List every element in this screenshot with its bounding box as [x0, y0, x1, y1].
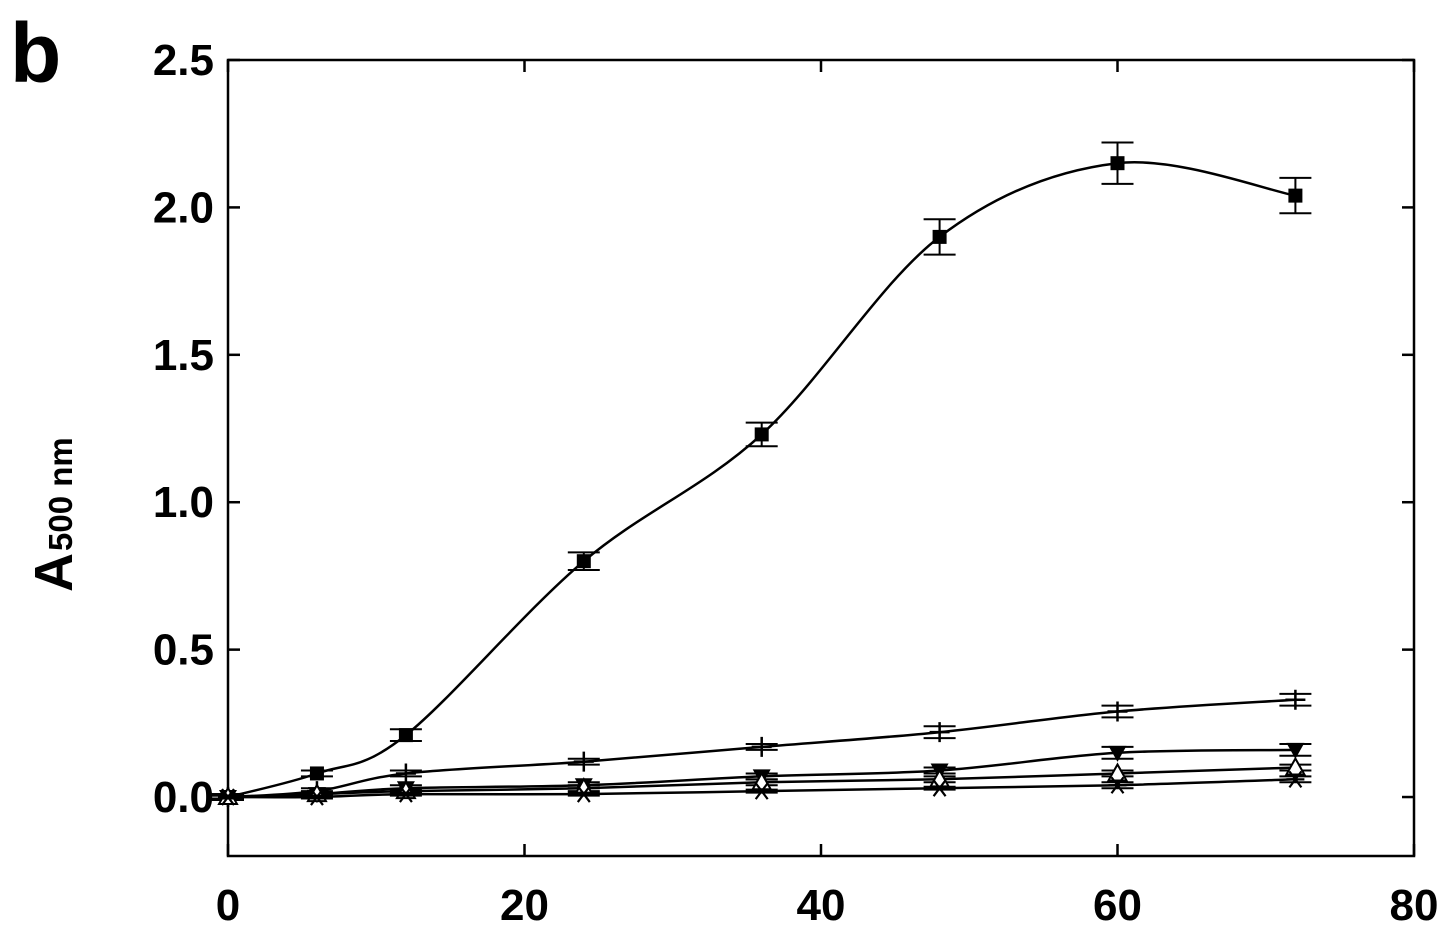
series-line	[227, 161, 1296, 799]
data-point	[396, 785, 415, 803]
series-layer	[212, 141, 1312, 808]
data-point	[751, 736, 772, 757]
series-open-up-triangle	[212, 756, 1312, 806]
data-point	[309, 766, 324, 781]
svg-text:A500 nm: A500 nm	[24, 437, 84, 592]
data-point	[930, 779, 949, 797]
x-tick-label: 40	[797, 881, 846, 930]
data-point	[1284, 756, 1307, 776]
x-tick-label: 60	[1093, 881, 1142, 930]
axis-ticks: 0 20 40 60 80 0.0 0.5 1.0 1.5 2.0 2.5	[153, 36, 1439, 930]
data-point	[929, 722, 950, 743]
data-point	[574, 785, 593, 803]
data-point	[1108, 745, 1127, 762]
data-point	[1106, 762, 1129, 782]
y-axis-label-subscript: 500 nm	[42, 437, 79, 551]
data-point	[576, 554, 591, 569]
data-point	[219, 788, 237, 806]
y-tick-label: 2.5	[153, 36, 214, 85]
data-point	[932, 229, 947, 244]
y-tick-label: 0.5	[153, 626, 214, 675]
y-tick-label: 1.5	[153, 331, 214, 380]
data-point	[1286, 770, 1305, 789]
data-point	[573, 751, 594, 772]
y-axis-title: A500 nm	[24, 437, 84, 592]
data-point	[307, 788, 326, 806]
y-tick-label: 1.0	[153, 478, 214, 527]
data-point	[1285, 689, 1306, 710]
data-point	[754, 427, 769, 442]
x-tick-label: 80	[1390, 881, 1439, 930]
series-filled-square	[212, 141, 1312, 805]
panel-label: b	[10, 6, 61, 100]
data-point	[752, 782, 771, 800]
y-tick-label: 0.0	[153, 773, 214, 822]
x-tick-label: 0	[216, 881, 240, 930]
data-point	[1110, 156, 1125, 171]
x-tick-label: 20	[500, 881, 549, 930]
data-point	[398, 728, 413, 743]
data-point	[1107, 701, 1128, 722]
data-point	[1288, 188, 1303, 203]
y-tick-label: 2.0	[153, 183, 214, 232]
y-axis-label: A	[24, 553, 84, 592]
data-point	[1108, 776, 1127, 794]
data-point	[1286, 742, 1305, 759]
series-asterisk	[212, 770, 1312, 806]
